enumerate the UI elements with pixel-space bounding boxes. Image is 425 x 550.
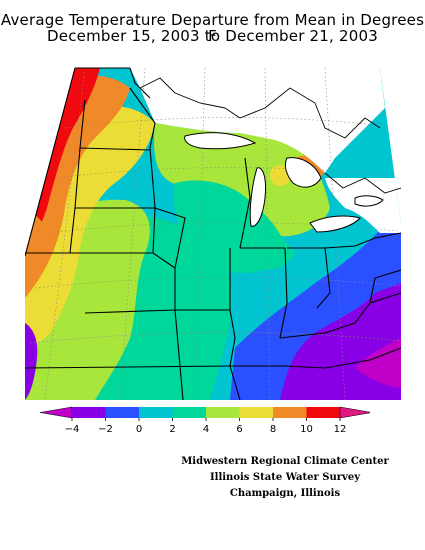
legend-swatch bbox=[139, 407, 173, 418]
great-lakes bbox=[184, 132, 384, 233]
legend-colorbar: −4 −2 0 2 4 6 8 10 12 bbox=[39, 406, 373, 435]
region-purple-sw bbox=[25, 323, 38, 400]
legend-swatch bbox=[306, 407, 340, 418]
temperature-departure-map bbox=[24, 48, 402, 401]
credit-line2: Illinois State Water Survey bbox=[209, 472, 361, 483]
region-nodata-north bbox=[130, 68, 385, 173]
legend-arrow-high bbox=[339, 406, 373, 419]
region-magenta bbox=[355, 338, 401, 388]
legend-tick-label: −2 bbox=[98, 424, 113, 435]
legend-arrow-low bbox=[39, 406, 73, 419]
legend-swatch bbox=[105, 407, 139, 418]
graticule bbox=[29, 67, 402, 401]
region-yellow-mi bbox=[270, 164, 291, 186]
map-title-line1: Average Temperature Departure from Mean … bbox=[0, 11, 425, 45]
region-seagreen-east bbox=[252, 223, 295, 270]
legend-swatch bbox=[239, 407, 273, 418]
map-canvas bbox=[24, 67, 402, 401]
legend-swatch bbox=[273, 407, 307, 418]
legend-tick-label: 0 bbox=[136, 424, 142, 435]
legend-swatch bbox=[172, 407, 206, 418]
state-borders bbox=[24, 67, 402, 401]
credit-line3: Champaign, Illinois bbox=[229, 488, 341, 499]
legend-tick-label: 12 bbox=[334, 424, 347, 435]
map-title-line2: December 15, 2003 to December 21, 2003 bbox=[47, 27, 378, 45]
credit-line1: Midwestern Regional Climate Center bbox=[181, 456, 389, 467]
canada-lines bbox=[139, 77, 402, 194]
legend-tick-label: −4 bbox=[65, 424, 80, 435]
color-legend: −4 −2 0 2 4 6 8 10 12 bbox=[30, 404, 373, 444]
legend-tick-label: 8 bbox=[270, 424, 276, 435]
legend-tick-label: 2 bbox=[169, 424, 175, 435]
legend-tick-label: 4 bbox=[203, 424, 209, 435]
region-green-north bbox=[154, 123, 330, 237]
legend-swatch bbox=[72, 407, 106, 418]
legend-swatch bbox=[206, 407, 240, 418]
legend-tick-label: 6 bbox=[236, 424, 242, 435]
legend-tick-label: 10 bbox=[300, 424, 313, 435]
